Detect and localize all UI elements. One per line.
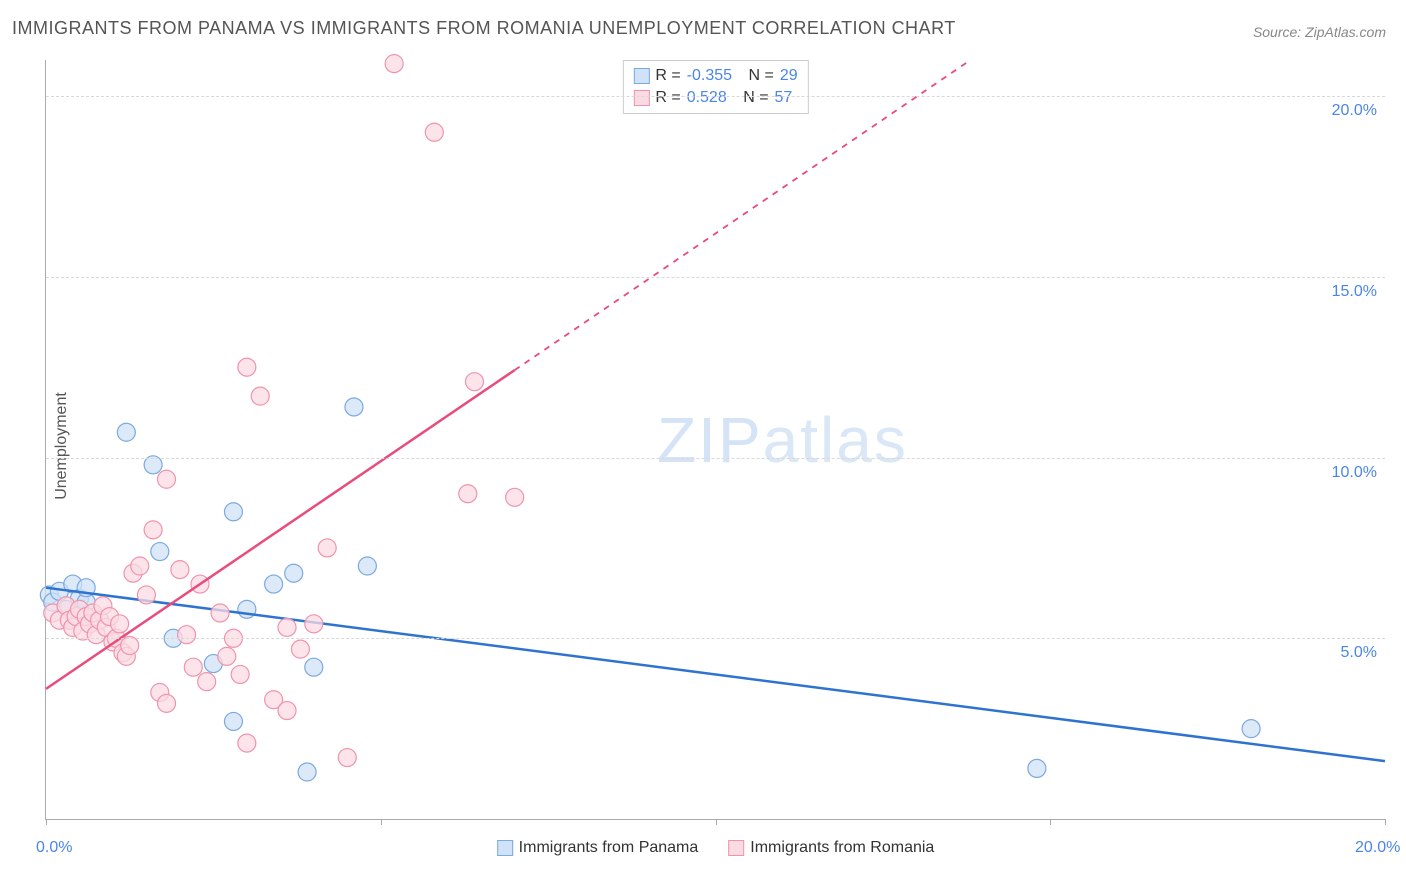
data-point: [224, 503, 242, 521]
data-point: [298, 763, 316, 781]
legend-row-panama: R = -0.355 N = 29: [633, 65, 797, 87]
x-tick: [46, 819, 47, 825]
data-point: [251, 387, 269, 405]
correlation-legend: R = -0.355 N = 29 R = 0.528 N = 57: [622, 60, 808, 114]
data-point: [291, 640, 309, 658]
y-tick-label: 15.0%: [1332, 283, 1377, 301]
r-value-romania: 0.528: [687, 87, 727, 109]
data-point: [265, 575, 283, 593]
data-point: [238, 358, 256, 376]
legend-label-panama: Immigrants from Panama: [519, 839, 699, 857]
swatch-panama-icon: [497, 840, 513, 856]
x-tick: [1385, 819, 1386, 825]
data-point: [338, 749, 356, 767]
data-point: [144, 521, 162, 539]
data-point: [158, 470, 176, 488]
data-point: [151, 543, 169, 561]
y-tick-label: 20.0%: [1332, 102, 1377, 120]
plot-area: ZIPatlas R = -0.355 N = 29 R = 0.528 N =…: [45, 60, 1385, 820]
data-point: [171, 561, 189, 579]
data-point: [1028, 759, 1046, 777]
data-point: [1242, 720, 1260, 738]
data-point: [117, 423, 135, 441]
legend-label-romania: Immigrants from Romania: [750, 839, 934, 857]
chart-container: IMMIGRANTS FROM PANAMA VS IMMIGRANTS FRO…: [0, 0, 1406, 892]
data-point: [211, 604, 229, 622]
chart-title: IMMIGRANTS FROM PANAMA VS IMMIGRANTS FRO…: [12, 18, 956, 39]
data-point: [218, 647, 236, 665]
legend-item-romania: Immigrants from Romania: [728, 839, 934, 857]
x-tick: [1050, 819, 1051, 825]
data-point: [385, 55, 403, 73]
data-point: [137, 586, 155, 604]
data-point: [345, 398, 363, 416]
data-point: [285, 564, 303, 582]
x-tick-label: 20.0%: [1355, 839, 1400, 857]
y-tick-label: 5.0%: [1341, 644, 1377, 662]
series-legend: Immigrants from Panama Immigrants from R…: [497, 839, 935, 857]
legend-row-romania: R = 0.528 N = 57: [633, 87, 797, 109]
data-point: [506, 488, 524, 506]
n-label: N =: [743, 87, 768, 109]
gridline: [46, 638, 1385, 639]
n-label: N =: [749, 65, 774, 87]
data-point: [305, 615, 323, 633]
x-tick-label: 0.0%: [36, 839, 72, 857]
gridline: [46, 96, 1385, 97]
swatch-panama: [633, 68, 649, 84]
source-label: Source: ZipAtlas.com: [1253, 24, 1386, 40]
data-point: [158, 694, 176, 712]
swatch-romania-icon: [728, 840, 744, 856]
data-point: [305, 658, 323, 676]
y-tick-label: 10.0%: [1332, 464, 1377, 482]
data-point: [231, 665, 249, 683]
data-point: [278, 702, 296, 720]
data-point: [358, 557, 376, 575]
n-value-romania: 57: [775, 87, 793, 109]
swatch-romania: [633, 90, 649, 106]
data-point: [278, 618, 296, 636]
legend-item-panama: Immigrants from Panama: [497, 839, 699, 857]
gridline: [46, 277, 1385, 278]
r-value-panama: -0.355: [687, 65, 732, 87]
x-tick: [381, 819, 382, 825]
r-label: R =: [655, 65, 680, 87]
data-point: [425, 123, 443, 141]
data-point: [111, 615, 129, 633]
data-point: [238, 734, 256, 752]
r-label: R =: [655, 87, 680, 109]
x-tick: [716, 819, 717, 825]
data-point: [318, 539, 336, 557]
data-point: [178, 626, 196, 644]
n-value-panama: 29: [780, 65, 798, 87]
data-point: [184, 658, 202, 676]
plot-svg: [46, 60, 1385, 819]
gridline: [46, 458, 1385, 459]
data-point: [459, 485, 477, 503]
data-point: [224, 712, 242, 730]
trend-line-romania-solid: [46, 370, 515, 689]
data-point: [131, 557, 149, 575]
data-point: [198, 673, 216, 691]
data-point: [465, 373, 483, 391]
